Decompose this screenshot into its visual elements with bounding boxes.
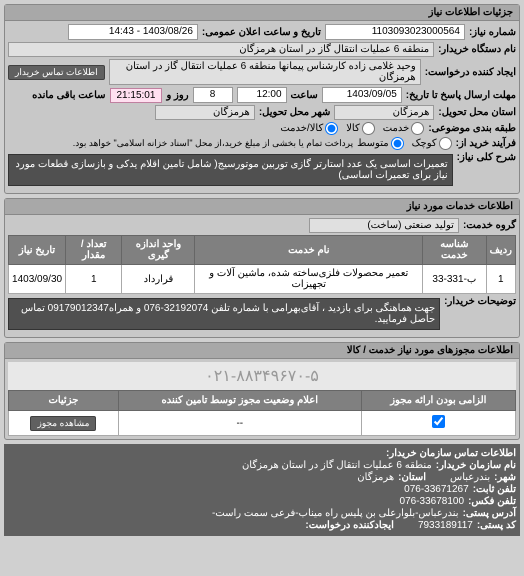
buyer-org-field: منطقه 6 عملیات انتقال گاز در استان هرمزگ… [8, 42, 434, 57]
cell-qty: 1 [66, 265, 122, 294]
auth-cell-status: -- [118, 411, 361, 436]
auth-table: الزامی بودن ارائه مجوز اعلام وضعیت مجوز … [8, 390, 516, 436]
cell-row: 1 [486, 265, 515, 294]
th-date: تاریخ نیاز [9, 236, 66, 265]
buyer-contact-button[interactable]: اطلاعات تماس خریدار [8, 65, 105, 80]
th-name: نام خدمت [195, 236, 423, 265]
radio-goods[interactable] [362, 122, 375, 135]
contact-fax: 076-33678100 [400, 496, 465, 507]
services-panel: اطلاعات خدمات مورد نیاز گروه خدمت: تولید… [4, 198, 520, 338]
contact-postal: 7933189117 [418, 520, 473, 531]
watermark: ۰۲۱-۸۸۳۴۹۶۷۰-۵ [8, 362, 516, 390]
notes-label: توضیحات خریدار: [444, 296, 516, 307]
category-label: طبقه بندی موضوعی: [428, 123, 516, 134]
contact-address: بندرعباس-بلوارعلی بن پلیس راه میناب-فرعی… [212, 508, 459, 519]
contact-creator2-label: ایجادکننده درخواست: [305, 520, 394, 531]
req-number-label: شماره نیاز: [469, 27, 516, 38]
th-id: شناسه خدمت [423, 236, 486, 265]
category-radio-group: خدمت کالا کالا/خدمت [280, 122, 424, 135]
auth-panel-title: اطلاعات مجوزهای مورد نیاز خدمت / کالا [5, 343, 519, 359]
deadline-label: مهلت ارسال پاسخ تا تاریخ: [406, 90, 516, 101]
buyer-org-label: نام دستگاه خریدار: [438, 44, 516, 55]
contact-province: هرمزگان [357, 472, 394, 483]
auth-th-status: اعلام وضعیت مجوز توسط تامین کننده [118, 391, 361, 411]
deadline-date-field: 1403/09/05 [322, 87, 402, 103]
radio-both[interactable] [325, 122, 338, 135]
hour-label: ساعت [291, 90, 318, 101]
radio-goods-label: کالا [346, 123, 360, 134]
info-panel: جزئیات اطلاعات نیاز شماره نیاز: 11030930… [4, 4, 520, 194]
desc-text: تعمیرات اساسی یک عدد استارتر گازی توربین… [8, 154, 453, 186]
contact-address-label: آدرس پستی: [463, 508, 516, 519]
cell-date: 1403/09/30 [9, 265, 66, 294]
delivery-province-label: استان محل تحویل: [438, 107, 516, 118]
table-row: 1 ب-331-33 تعمیر محصولات فلزی‌ساخته شده،… [9, 265, 516, 294]
contact-title: اطلاعات تماس سازمان خریدار: [386, 448, 516, 459]
creator-label: ایجاد کننده درخواست: [425, 67, 516, 78]
radio-medium-label: متوسط [357, 138, 388, 149]
cell-name: تعمیر محصولات فلزی‌ساخته شده، ماشین آلات… [195, 265, 423, 294]
contact-postal-label: کد پستی: [477, 520, 516, 531]
notes-text: جهت هماهنگی برای بازدید ، آقای‌بهرامی با… [8, 298, 440, 330]
delivery-city-field: هرمزگان [155, 105, 255, 120]
purchase-radio-group: کوچک متوسط [357, 137, 451, 150]
radio-medium[interactable] [391, 137, 404, 150]
days-label: روز و [166, 90, 188, 101]
service-group-field: تولید صنعتی (ساخت) [309, 218, 459, 233]
radio-small[interactable] [439, 137, 452, 150]
auth-cell-details: مشاهده مجوز [9, 411, 119, 436]
auth-panel: اطلاعات مجوزهای مورد نیاز خدمت / کالا ۰۲… [4, 342, 520, 440]
auth-th-details: جزئیات [9, 391, 119, 411]
cell-id: ب-331-33 [423, 265, 486, 294]
public-date-label: تاریخ و ساعت اعلان عمومی: [202, 27, 321, 38]
radio-small-label: کوچک [412, 138, 437, 149]
mandatory-checkbox[interactable] [432, 415, 445, 428]
delivery-city-label: شهر محل تحویل: [259, 107, 331, 118]
req-number-field: 1103093023000564 [325, 24, 465, 40]
info-panel-title: جزئیات اطلاعات نیاز [5, 5, 519, 21]
th-unit: واحد اندازه گیری [122, 236, 195, 265]
delivery-province-field: هرمزگان [334, 105, 434, 120]
view-auth-button[interactable]: مشاهده مجوز [30, 416, 96, 431]
contact-province-label: استان: [398, 472, 426, 483]
desc-label: شرح کلی نیاز: [457, 152, 516, 163]
services-table: ردیف شناسه خدمت نام خدمت واحد اندازه گیر… [8, 235, 516, 294]
purchase-note: پرداخت تمام یا بخشی از مبلغ خرید،از محل … [73, 138, 353, 149]
auth-th-mandatory: الزامی بودن ارائه مجوز [361, 391, 515, 411]
purchase-type-label: فرآیند خرید از: [456, 138, 516, 149]
contact-phone-label: تلفن ثابت: [473, 484, 516, 495]
services-panel-title: اطلاعات خدمات مورد نیاز [5, 199, 519, 215]
days-remain-field: 8 [193, 87, 233, 103]
th-row: ردیف [486, 236, 515, 265]
radio-service-label: خدمت [383, 123, 410, 134]
service-group-label: گروه خدمت: [463, 220, 516, 231]
auth-row: -- مشاهده مجوز [9, 411, 516, 436]
th-qty: تعداد / مقدار [66, 236, 122, 265]
public-date-field: 1403/08/26 - 14:43 [68, 24, 198, 40]
deadline-hour-field: 12:00 [237, 87, 287, 103]
contact-org: منطقه 6 عملیات انتقال گاز در استان هرمزگ… [242, 460, 432, 471]
contact-city-label: شهر: [494, 472, 516, 483]
contact-fax-label: تلفن فکس: [468, 496, 516, 507]
contact-city: بندرعباس [450, 472, 490, 483]
cell-unit: قرارداد [122, 265, 195, 294]
contact-org-label: نام سازمان خریدار: [436, 460, 516, 471]
auth-cell-mandatory [361, 411, 515, 436]
contact-panel: اطلاعات تماس سازمان خریدار: نام سازمان خ… [4, 444, 520, 536]
creator-field: وحید غلامی زاده کارشناس پیمانها منطقه 6 … [109, 59, 421, 85]
time-remain-field: 21:15:01 [110, 88, 163, 103]
time-remain-label: ساعت باقی مانده [32, 90, 105, 101]
radio-service[interactable] [411, 122, 424, 135]
contact-phone: 076-33671267 [404, 484, 469, 495]
radio-both-label: کالا/خدمت [280, 123, 323, 134]
